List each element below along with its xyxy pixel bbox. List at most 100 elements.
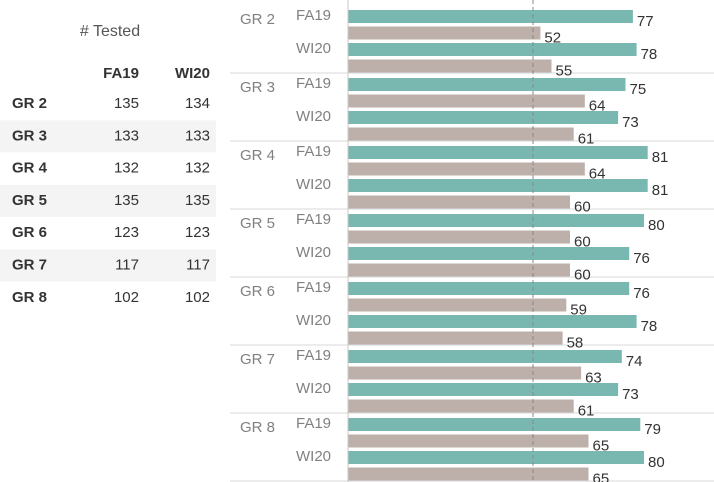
- value-label: 63: [585, 369, 602, 386]
- group-label: GR 3: [240, 79, 275, 96]
- value-label: 59: [570, 301, 587, 318]
- subgroup-label: WI20: [296, 380, 331, 397]
- group-label: GR 7: [240, 351, 275, 368]
- group-label: GR 4: [240, 147, 275, 164]
- row-label: GR 5: [12, 192, 47, 209]
- bar: [348, 451, 644, 464]
- cell: 132: [185, 160, 210, 177]
- value-label: 80: [648, 454, 665, 471]
- bar: [348, 418, 641, 431]
- subgroup-label: FA19: [296, 347, 331, 364]
- value-label: 55: [556, 62, 573, 79]
- value-label: 73: [622, 114, 639, 131]
- bar: [348, 434, 589, 448]
- subgroup-label: WI20: [296, 176, 331, 193]
- cell: 117: [186, 256, 210, 273]
- row-band: [0, 120, 216, 153]
- cell: 135: [114, 192, 139, 209]
- cell: 133: [185, 127, 210, 144]
- value-label: 78: [641, 46, 658, 63]
- value-label: 80: [648, 217, 665, 234]
- bar: [348, 59, 552, 73]
- table-title: # Tested: [80, 23, 140, 40]
- subgroup-label: FA19: [296, 143, 331, 160]
- value-label: 60: [574, 266, 591, 283]
- value-label: 77: [637, 13, 654, 30]
- bar: [348, 298, 567, 312]
- bar: [348, 162, 585, 176]
- group-label: GR 2: [240, 11, 275, 28]
- bar: [348, 263, 570, 277]
- value-label: 58: [567, 334, 584, 351]
- value-label: 65: [593, 470, 610, 482]
- subgroup-label: FA19: [296, 7, 331, 24]
- subgroup-label: WI20: [296, 448, 331, 465]
- value-label: 64: [589, 97, 606, 114]
- subgroup-label: WI20: [296, 108, 331, 125]
- value-label: 81: [652, 149, 669, 166]
- value-label: 60: [574, 198, 591, 215]
- bar: [348, 315, 637, 328]
- bar: [348, 111, 619, 124]
- row-band: [0, 249, 216, 282]
- bar: [348, 26, 541, 40]
- cell: 102: [185, 289, 210, 306]
- value-label: 65: [593, 437, 610, 454]
- cell: 133: [114, 127, 139, 144]
- value-label: 61: [578, 402, 595, 419]
- row-label: GR 6: [12, 224, 47, 241]
- subgroup-label: WI20: [296, 40, 331, 57]
- bar: [348, 366, 582, 380]
- bar: [348, 383, 619, 396]
- bar: [348, 247, 630, 260]
- value-label: 73: [622, 386, 639, 403]
- bar: [348, 94, 585, 108]
- cell: 123: [114, 224, 139, 241]
- bar: [348, 282, 630, 295]
- row-band: [0, 184, 216, 217]
- bar: [348, 195, 570, 209]
- cell: 135: [185, 192, 210, 209]
- row-label: GR 4: [12, 160, 48, 177]
- group-label: GR 8: [240, 419, 275, 436]
- value-label: 64: [589, 165, 606, 182]
- row-label: GR 8: [12, 289, 47, 306]
- column-header: FA19: [103, 65, 139, 82]
- cell: 135: [114, 95, 139, 112]
- row-label: GR 3: [12, 127, 47, 144]
- cell: 117: [115, 256, 139, 273]
- value-label: 81: [652, 182, 669, 199]
- value-label: 74: [626, 353, 643, 370]
- bar: [348, 467, 589, 481]
- column-header: WI20: [175, 65, 210, 82]
- value-label: 79: [644, 421, 661, 438]
- bar: [348, 179, 648, 192]
- subgroup-label: FA19: [296, 415, 331, 432]
- bar: [348, 331, 563, 345]
- bar: [348, 230, 570, 244]
- cell: 134: [185, 95, 210, 112]
- cell: 102: [114, 289, 139, 306]
- subgroup-label: WI20: [296, 312, 331, 329]
- row-label: GR 7: [12, 256, 47, 273]
- bar: [348, 127, 574, 141]
- bar: [348, 399, 574, 413]
- subgroup-label: FA19: [296, 75, 331, 92]
- value-label: 75: [630, 81, 647, 98]
- bar: [348, 214, 644, 227]
- bar: [348, 146, 648, 159]
- value-label: 76: [633, 250, 650, 267]
- cell: 132: [114, 160, 139, 177]
- value-label: 60: [574, 233, 591, 250]
- value-label: 78: [641, 318, 658, 335]
- value-label: 52: [544, 29, 561, 46]
- cell: 123: [185, 224, 210, 241]
- value-label: 61: [578, 130, 595, 147]
- subgroup-label: FA19: [296, 279, 331, 296]
- bar: [348, 10, 633, 23]
- bar: [348, 43, 637, 56]
- subgroup-label: WI20: [296, 244, 331, 261]
- subgroup-label: FA19: [296, 211, 331, 228]
- bar: [348, 78, 626, 91]
